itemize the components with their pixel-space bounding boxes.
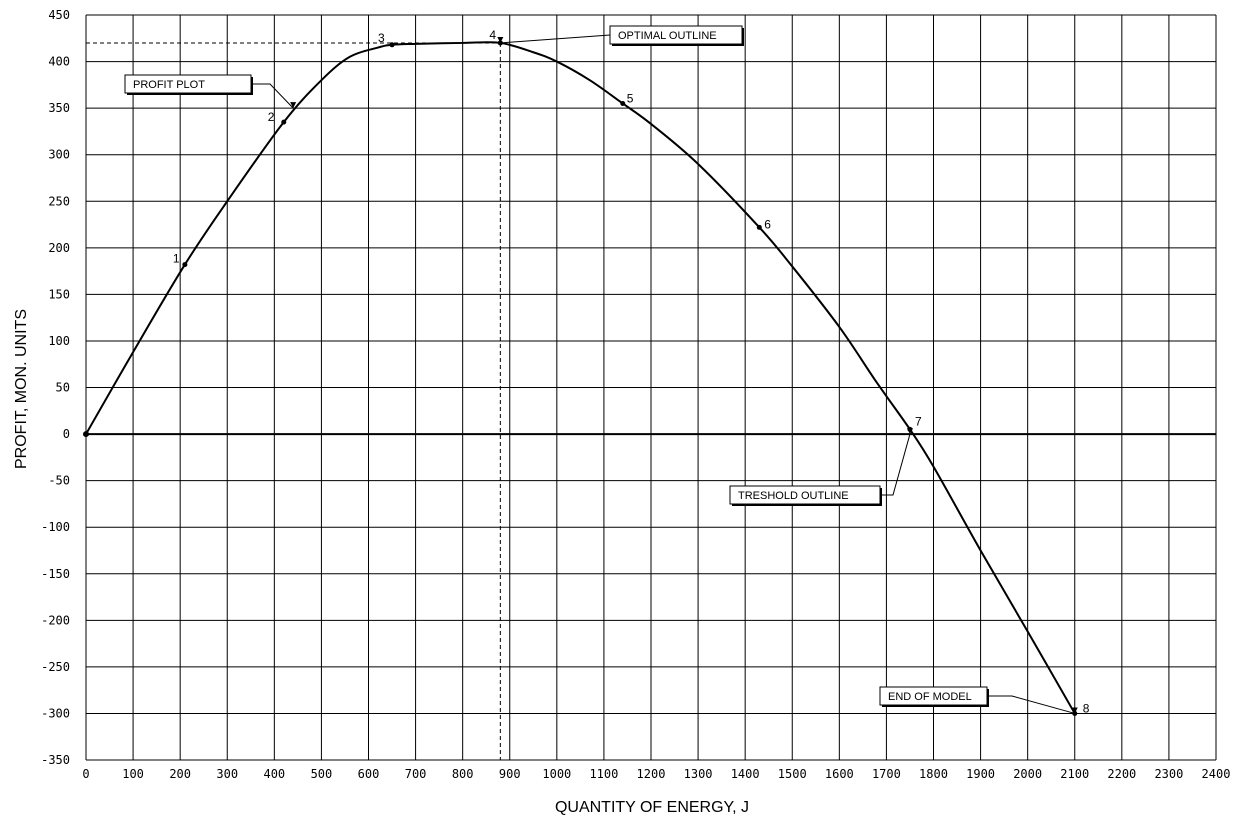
y-tick-label: 0 (63, 427, 70, 441)
x-tick-label: 900 (499, 767, 521, 781)
x-tick-label: 2100 (1060, 767, 1089, 781)
callout-profit-plot: PROFIT PLOT (124, 74, 297, 109)
y-tick-label: -250 (41, 660, 70, 674)
y-tick-label: 450 (48, 8, 70, 22)
point-label-3: 3 (378, 31, 385, 45)
x-tick-label: 1600 (825, 767, 854, 781)
x-tick-label: 600 (358, 767, 380, 781)
point-label-4: 4 (489, 28, 496, 42)
profit-line (85, 41, 1076, 714)
x-tick-label: 2400 (1202, 767, 1231, 781)
x-tick-label: 1800 (919, 767, 948, 781)
x-tick-label: 700 (405, 767, 427, 781)
y-tick-label: 250 (48, 194, 70, 208)
x-tick-label: 800 (452, 767, 474, 781)
x-tick-label: 500 (311, 767, 333, 781)
point-marker-3 (389, 42, 395, 48)
point-label-1: 1 (173, 252, 180, 266)
y-tick-label: 50 (56, 381, 70, 395)
y-tick-label: 300 (48, 148, 70, 162)
grid-lines (85, 14, 1217, 761)
x-tick-label: 1200 (637, 767, 666, 781)
callout-arrowhead (497, 36, 504, 43)
x-tick-label: 2200 (1107, 767, 1136, 781)
x-tick-label: 1500 (778, 767, 807, 781)
callout-leader (987, 695, 1075, 714)
y-tick-label: 200 (48, 241, 70, 255)
point-marker-5 (620, 100, 626, 106)
y-axis-title: PROFIT, MON. UNITS (13, 309, 30, 469)
x-tick-label: 2300 (1154, 767, 1183, 781)
callout-label: TRESHOLD OUTLINE (738, 490, 849, 502)
callout-arrowhead (1071, 707, 1078, 714)
point-marker-2 (281, 119, 287, 125)
callout-label: PROFIT PLOT (133, 79, 205, 91)
callout-leader (251, 83, 294, 109)
origin-point (83, 431, 89, 438)
x-tick-label: 300 (216, 767, 238, 781)
callout-leader (880, 433, 911, 496)
y-tick-label: 400 (48, 55, 70, 69)
x-tick-label: 1400 (731, 767, 760, 781)
x-tick-label: 0 (82, 767, 89, 781)
y-tick-label: -150 (41, 567, 70, 581)
point-label-6: 6 (764, 217, 771, 231)
callout-optimal-outline: OPTIMAL OUTLINE (497, 25, 744, 46)
x-tick-label: 1000 (542, 767, 571, 781)
y-tick-label: -100 (41, 520, 70, 534)
point-marker-6 (756, 224, 762, 230)
x-tick-label: 100 (122, 767, 144, 781)
x-tick-labels: 0 100 200 300 400 500 600 700 800 900 1000 1100 1200… (82, 767, 1230, 781)
point-label-2: 2 (268, 110, 275, 124)
callout-label: OPTIMAL OUTLINE (618, 30, 717, 42)
point-markers: 1 2 3 4 5 6 7 8 (83, 28, 1090, 716)
point-label-5: 5 (627, 91, 634, 105)
y-tick-label: 350 (48, 101, 70, 115)
x-tick-label: 1100 (589, 767, 618, 781)
x-tick-label: 200 (169, 767, 191, 781)
reference-lines (86, 42, 501, 760)
callout-label: END OF MODEL (888, 691, 972, 703)
y-tick-label: 150 (48, 287, 70, 301)
y-tick-label: -300 (41, 706, 70, 720)
callout-arrowhead (906, 428, 913, 435)
x-tick-label: 1700 (872, 767, 901, 781)
callouts: PROFIT PLOT OPTIMAL OUTLINE TRESHOLD OUTLI… (124, 25, 1078, 714)
y-tick-label: -350 (41, 753, 70, 767)
point-label-7: 7 (915, 414, 922, 428)
profit-curve (85, 41, 1076, 714)
x-tick-label: 1300 (684, 767, 713, 781)
y-tick-labels: -350 -300 -250 -200 -150 -100 -50 0 50 100 150 200 2… (41, 8, 70, 767)
callout-arrowhead (290, 102, 297, 109)
y-tick-label: -200 (41, 613, 70, 627)
x-tick-label: 400 (263, 767, 285, 781)
x-tick-label: 1900 (966, 767, 995, 781)
x-axis-title: QUANTITY OF ENERGY, J (555, 799, 749, 816)
y-tick-label: 100 (48, 334, 70, 348)
callout-end-of-model: END OF MODEL (879, 686, 1078, 714)
point-marker-1 (182, 262, 188, 268)
y-tick-label: -50 (48, 474, 70, 488)
point-label-8: 8 (1083, 701, 1090, 715)
callout-treshold-outline: TRESHOLD OUTLINE (729, 428, 913, 506)
x-tick-label: 2000 (1013, 767, 1042, 781)
callout-leader (500, 34, 611, 44)
